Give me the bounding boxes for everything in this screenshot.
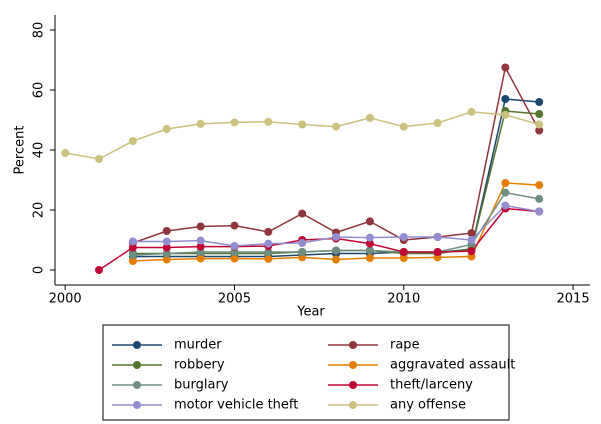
data-point xyxy=(230,242,239,250)
legend-label: motor vehicle theft xyxy=(174,398,298,413)
data-point xyxy=(95,266,104,274)
data-point xyxy=(128,257,137,265)
data-point xyxy=(196,236,205,245)
data-point xyxy=(365,217,374,226)
legend-label: theft/larceny xyxy=(390,378,473,393)
data-point xyxy=(162,243,171,252)
data-point xyxy=(162,125,171,133)
data-point xyxy=(298,209,307,218)
x-tick-label: 2005 xyxy=(218,292,251,307)
data-point xyxy=(264,254,273,263)
data-point xyxy=(535,98,544,106)
data-point xyxy=(365,233,374,242)
data-point xyxy=(298,239,307,247)
data-point xyxy=(332,255,341,264)
data-point xyxy=(332,122,341,131)
y-tick-label: 0 xyxy=(32,266,47,274)
data-point xyxy=(128,243,137,252)
legend-marker xyxy=(349,401,357,409)
data-point xyxy=(162,237,171,246)
data-point xyxy=(501,179,510,187)
x-tick-label: 2015 xyxy=(557,292,590,307)
data-point xyxy=(128,137,137,145)
legend-label: rape xyxy=(390,338,420,353)
data-point xyxy=(230,221,239,230)
legend-box xyxy=(102,324,510,421)
data-point xyxy=(196,222,205,231)
data-point xyxy=(501,110,510,119)
data-point xyxy=(196,254,205,263)
data-point xyxy=(162,227,171,235)
legend-marker xyxy=(349,341,357,349)
data-point xyxy=(399,248,408,256)
data-point xyxy=(365,254,374,262)
data-point xyxy=(264,117,273,126)
data-point xyxy=(535,181,544,190)
y-tick-label: 20 xyxy=(32,202,47,219)
data-point xyxy=(196,242,205,251)
data-point xyxy=(501,201,510,210)
data-point xyxy=(298,120,307,129)
data-point xyxy=(399,254,408,262)
data-point xyxy=(501,95,510,103)
data-point xyxy=(128,237,137,246)
data-point xyxy=(332,246,341,255)
data-point xyxy=(196,119,205,128)
data-point xyxy=(535,126,544,135)
data-point xyxy=(399,233,408,241)
data-point xyxy=(433,248,442,256)
data-point xyxy=(332,233,341,241)
data-point xyxy=(535,110,544,118)
legend-label: aggravated assault xyxy=(390,358,515,373)
x-tick-label: 2000 xyxy=(49,292,82,307)
legend-label: any offense xyxy=(390,398,466,413)
data-point xyxy=(535,207,544,216)
data-point xyxy=(264,248,273,256)
x-tick-label: 2010 xyxy=(387,292,420,307)
y-axis-label: Percent xyxy=(13,126,28,175)
data-point xyxy=(467,229,476,238)
data-point xyxy=(433,119,442,127)
x-axis-label: Year xyxy=(296,305,325,320)
legend-label: burglary xyxy=(174,378,229,393)
legend-label: murder xyxy=(174,338,222,353)
data-point xyxy=(535,120,544,129)
data-point xyxy=(399,122,408,131)
data-point xyxy=(128,251,137,259)
data-point xyxy=(433,233,442,241)
data-point xyxy=(162,249,171,258)
data-point xyxy=(230,254,239,263)
data-point xyxy=(162,255,171,264)
data-point xyxy=(365,239,374,248)
data-point xyxy=(264,239,273,248)
data-point xyxy=(467,247,476,256)
data-point xyxy=(264,227,273,236)
data-point xyxy=(501,63,510,72)
legend-marker xyxy=(349,361,357,369)
data-point xyxy=(467,236,476,244)
legend-marker xyxy=(133,361,141,369)
data-point xyxy=(365,246,374,255)
data-point xyxy=(501,188,510,197)
data-point xyxy=(298,248,307,256)
legend-marker xyxy=(133,401,141,409)
y-tick-label: 60 xyxy=(32,82,47,99)
y-tick-label: 40 xyxy=(32,142,47,159)
data-point xyxy=(61,149,70,157)
legend-marker xyxy=(349,381,357,389)
data-point xyxy=(95,155,104,163)
data-point xyxy=(230,118,239,127)
y-tick-label: 80 xyxy=(32,22,47,39)
data-point xyxy=(467,107,476,116)
legend-marker xyxy=(133,341,141,349)
legend-marker xyxy=(133,381,141,389)
data-point xyxy=(535,194,544,203)
legend-label: robbery xyxy=(174,358,225,373)
data-point xyxy=(365,113,374,122)
